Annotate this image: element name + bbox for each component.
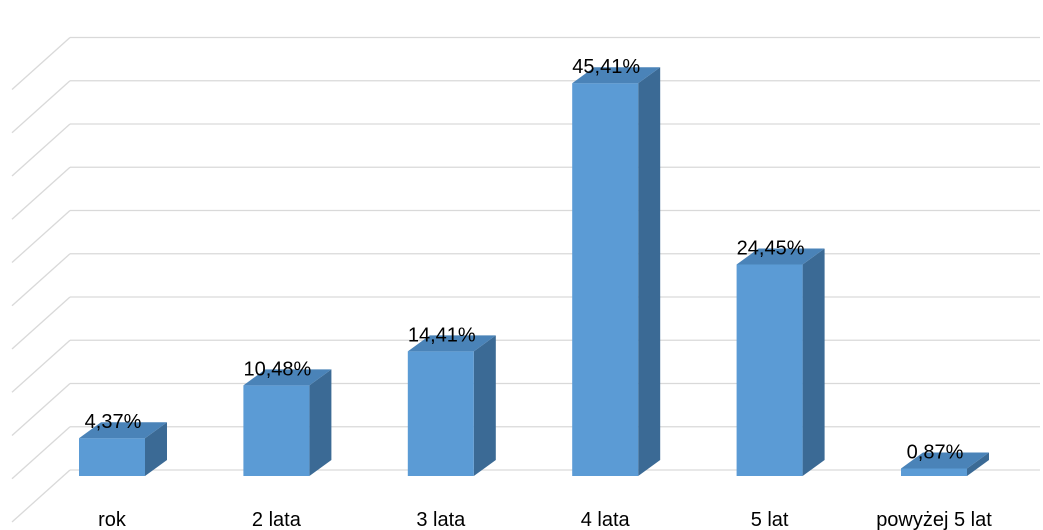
bar-side: [802, 248, 825, 476]
bars: [79, 67, 989, 477]
data-label: 45,41%: [572, 56, 640, 78]
data-label: 24,45%: [737, 238, 805, 260]
gridline-diagonal: [11, 37, 71, 90]
bar-top: [79, 422, 167, 439]
data-label: 4,37%: [85, 411, 142, 433]
gridline-diagonal: [11, 426, 71, 480]
bar-front: [79, 438, 145, 476]
gridline-diagonal: [11, 166, 71, 220]
bar: [736, 248, 825, 476]
bar-front: [407, 351, 474, 476]
bar-side: [145, 422, 167, 476]
bar-side: [967, 452, 989, 476]
gridline-diagonal: [11, 210, 71, 263]
gridline-diagonal: [11, 80, 71, 134]
category-label: 4 lata: [581, 509, 631, 530]
bar-side: [309, 369, 332, 476]
bar: [901, 452, 989, 476]
gridline-diagonal: [11, 296, 71, 350]
gridlines: [11, 36, 1040, 523]
bar-front: [736, 264, 803, 476]
bar-side: [638, 67, 661, 477]
gridline-diagonal: [11, 123, 71, 177]
gridline-diagonal: [11, 339, 71, 393]
bar-front: [243, 385, 310, 476]
bar-top: [901, 452, 989, 469]
bar-side: [473, 335, 496, 476]
gridline-diagonal: [11, 383, 71, 436]
data-label: 10,48%: [243, 358, 311, 380]
category-label: rok: [98, 509, 127, 530]
data-label: 0,87%: [907, 441, 964, 463]
bar: [243, 369, 332, 476]
gridline-diagonal: [11, 253, 71, 307]
gridline-diagonal: [11, 469, 71, 523]
bar-top: [407, 335, 496, 352]
category-label: powyżej 5 lat: [876, 509, 992, 530]
bar-top: [572, 67, 661, 84]
data-label: 14,41%: [408, 324, 476, 346]
category-label: 3 lata: [416, 509, 466, 530]
bar-front: [572, 83, 639, 477]
bar: [572, 67, 661, 477]
category-label: 5 lat: [751, 509, 789, 530]
bar-front: [901, 468, 967, 476]
bar-top: [736, 248, 825, 265]
bar: [79, 422, 167, 476]
bar: [407, 335, 496, 476]
bar-top: [243, 369, 332, 386]
data-labels: 4,37% 10,48% 14,41% 45,41% 24,45% 0,87%: [85, 56, 964, 463]
category-labels: rok 2 lata 3 lata 4 lata 5 lat powyżej 5 lat: [98, 509, 992, 530]
category-label: 2 lata: [252, 509, 302, 530]
